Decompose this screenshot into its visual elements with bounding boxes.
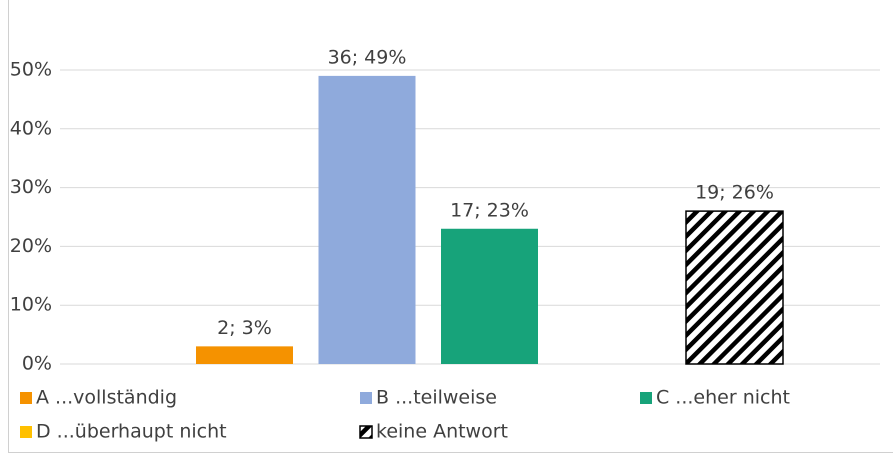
data-label: 36; 49% — [328, 46, 407, 68]
bar — [441, 228, 538, 364]
y-tick-label: 0% — [22, 353, 52, 375]
y-tick-label: 20% — [10, 235, 52, 257]
legend-label: keine Antwort — [376, 421, 508, 443]
y-tick-label: 30% — [10, 176, 52, 198]
legend-marker — [20, 426, 32, 438]
legend-marker — [360, 392, 372, 404]
legend-label: A ...vollständig — [36, 387, 177, 409]
legend-label: C ...eher nicht — [656, 387, 790, 409]
data-label: 2; 3% — [217, 317, 272, 339]
legend-marker — [640, 392, 652, 404]
legend-marker — [20, 392, 32, 404]
y-tick-label: 40% — [10, 117, 52, 139]
bar — [196, 346, 293, 364]
legend-marker — [359, 425, 373, 439]
bar — [318, 75, 416, 364]
y-tick-label: 50% — [10, 59, 52, 81]
y-tick-label: 10% — [10, 294, 52, 316]
legend-label: D ...überhaupt nicht — [36, 421, 227, 443]
data-label: 17; 23% — [450, 199, 529, 221]
legend-label: B ...teilweise — [376, 387, 497, 409]
data-label: 19; 26% — [695, 182, 774, 204]
frame — [8, 0, 893, 453]
bar — [685, 210, 784, 365]
